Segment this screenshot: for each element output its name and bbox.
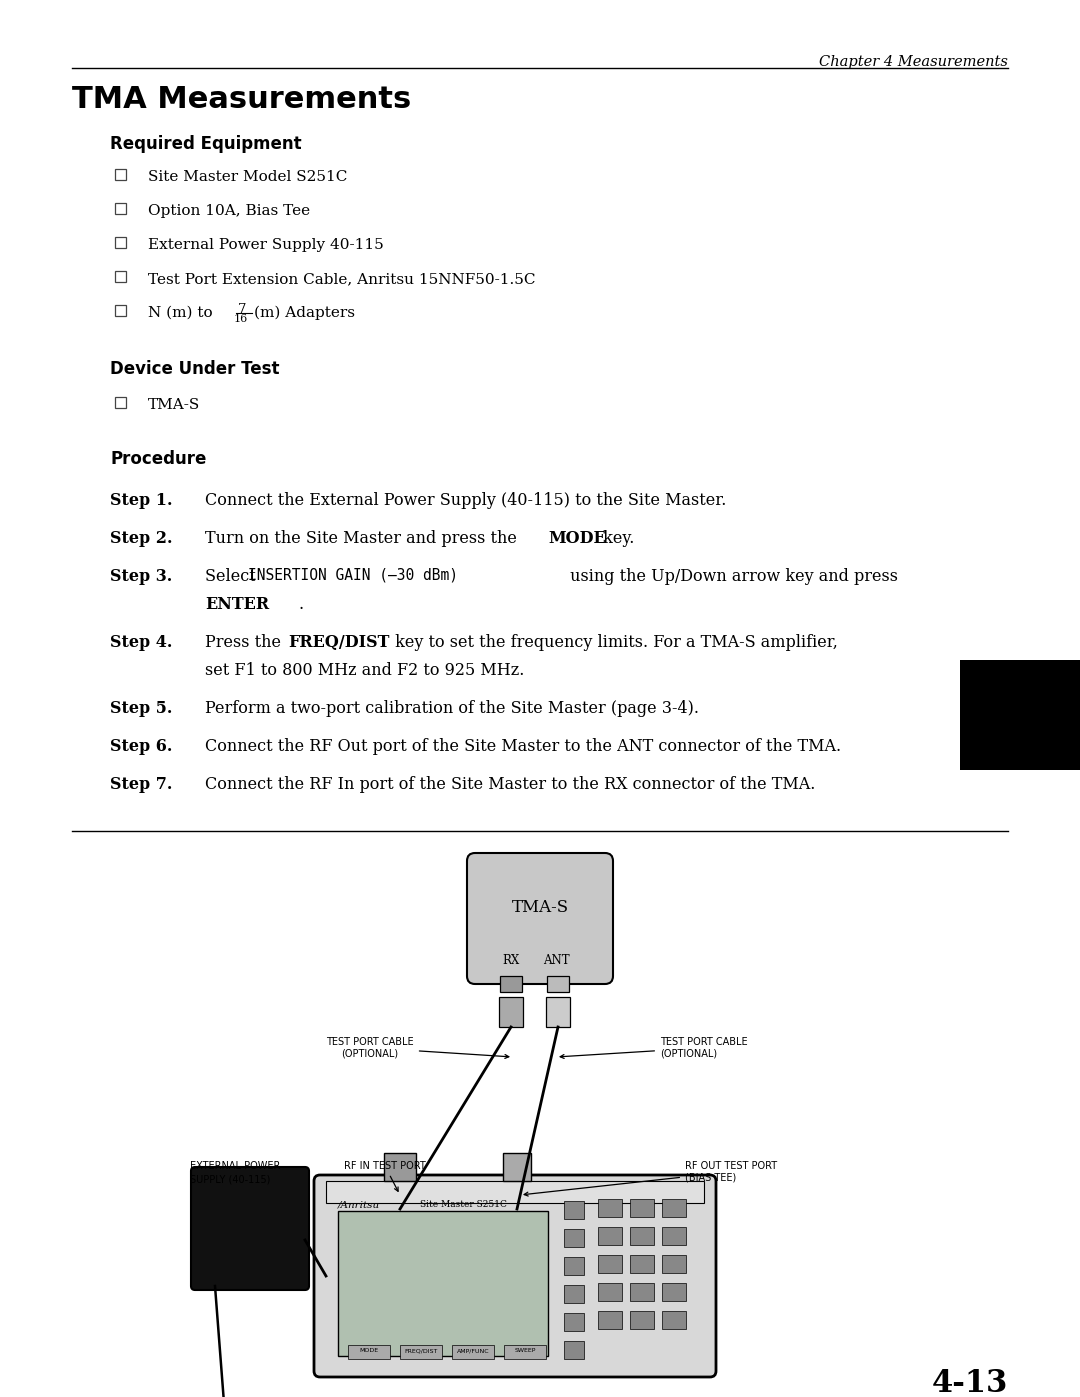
Bar: [500, 977, 522, 992]
Text: TMA-S: TMA-S: [512, 898, 568, 915]
Bar: [630, 1310, 654, 1329]
Text: Step 6.: Step 6.: [110, 738, 173, 754]
Bar: [662, 1227, 686, 1245]
Bar: [598, 1199, 622, 1217]
Text: Site Master Model S251C: Site Master Model S251C: [148, 170, 348, 184]
Text: Step 7.: Step 7.: [110, 775, 173, 793]
Bar: [662, 1199, 686, 1217]
FancyBboxPatch shape: [467, 854, 613, 983]
Text: 7: 7: [238, 303, 246, 316]
Text: FREQ/DIST: FREQ/DIST: [404, 1348, 437, 1354]
Bar: [598, 1255, 622, 1273]
Text: Required Equipment: Required Equipment: [110, 136, 301, 154]
Text: set F1 to 800 MHz and F2 to 925 MHz.: set F1 to 800 MHz and F2 to 925 MHz.: [205, 662, 525, 679]
Text: Step 1.: Step 1.: [110, 492, 173, 509]
Text: Test Port Extension Cable, Anritsu 15NNF50-1.5C: Test Port Extension Cable, Anritsu 15NNF…: [148, 272, 536, 286]
Bar: [960, 659, 1080, 770]
Text: EXTERNAL POWER
SUPPLY (40-115): EXTERNAL POWER SUPPLY (40-115): [190, 1161, 281, 1185]
FancyBboxPatch shape: [191, 1166, 309, 1289]
Text: .: .: [298, 597, 303, 613]
Text: Procedure: Procedure: [110, 450, 206, 468]
Text: RF IN TEST PORT: RF IN TEST PORT: [345, 1161, 426, 1192]
Bar: [499, 997, 523, 1027]
Text: 4-13: 4-13: [932, 1368, 1008, 1397]
Text: TEST PORT CABLE
(OPTIONAL): TEST PORT CABLE (OPTIONAL): [561, 1037, 747, 1059]
Text: RF OUT TEST PORT
(BIAS TEE): RF OUT TEST PORT (BIAS TEE): [524, 1161, 778, 1196]
Text: Device Under Test: Device Under Test: [110, 360, 280, 379]
Bar: [114, 203, 126, 214]
Bar: [326, 1180, 704, 1203]
Text: TMA-S: TMA-S: [148, 398, 200, 412]
Bar: [114, 271, 126, 282]
Bar: [453, 1345, 494, 1359]
Bar: [384, 1153, 416, 1180]
Text: MODE: MODE: [548, 529, 606, 548]
Text: Option 10A, Bias Tee: Option 10A, Bias Tee: [148, 204, 310, 218]
Bar: [348, 1345, 390, 1359]
Text: key to set the frequency limits. For a TMA-S amplifier,: key to set the frequency limits. For a T…: [390, 634, 838, 651]
Bar: [114, 237, 126, 249]
Text: AMP/FUNC: AMP/FUNC: [457, 1348, 489, 1354]
Bar: [400, 1345, 442, 1359]
Text: Turn on the Site Master and press the: Turn on the Site Master and press the: [205, 529, 522, 548]
Text: MODE: MODE: [360, 1348, 379, 1354]
Text: 16: 16: [234, 314, 248, 324]
Bar: [598, 1282, 622, 1301]
Text: Step 5.: Step 5.: [110, 700, 173, 717]
Bar: [564, 1313, 584, 1331]
Text: Select: Select: [205, 569, 261, 585]
Text: Site Master S251C: Site Master S251C: [420, 1200, 507, 1208]
Bar: [598, 1227, 622, 1245]
Text: N (m) to: N (m) to: [148, 306, 217, 320]
Bar: [546, 977, 569, 992]
Bar: [662, 1282, 686, 1301]
Text: /Anritsu: /Anritsu: [338, 1200, 380, 1208]
Text: TMA Measurements: TMA Measurements: [72, 85, 411, 115]
Bar: [504, 1345, 546, 1359]
Text: Step 2.: Step 2.: [110, 529, 173, 548]
Bar: [503, 1153, 531, 1180]
Text: INSERTION GAIN (–30 dBm): INSERTION GAIN (–30 dBm): [248, 569, 458, 583]
Text: Connect the RF In port of the Site Master to the RX connector of the TMA.: Connect the RF In port of the Site Maste…: [205, 775, 815, 793]
Bar: [630, 1199, 654, 1217]
Text: ENTER: ENTER: [205, 597, 269, 613]
Text: External Power Supply 40-115: External Power Supply 40-115: [148, 237, 383, 251]
Text: Connect the External Power Supply (40-115) to the Site Master.: Connect the External Power Supply (40-11…: [205, 492, 727, 509]
Text: FREQ/DIST: FREQ/DIST: [288, 634, 390, 651]
Text: using the Up/Down arrow key and press: using the Up/Down arrow key and press: [565, 569, 897, 585]
Text: key.: key.: [598, 529, 634, 548]
Text: Perform a two-port calibration of the Site Master (page 3-4).: Perform a two-port calibration of the Si…: [205, 700, 699, 717]
Bar: [630, 1227, 654, 1245]
Text: Connect the RF Out port of the Site Master to the ANT connector of the TMA.: Connect the RF Out port of the Site Mast…: [205, 738, 841, 754]
Bar: [630, 1255, 654, 1273]
Bar: [662, 1255, 686, 1273]
Bar: [630, 1282, 654, 1301]
Text: RX: RX: [502, 954, 519, 967]
Text: ANT: ANT: [542, 954, 569, 967]
Text: SWEEP: SWEEP: [514, 1348, 536, 1354]
FancyBboxPatch shape: [314, 1175, 716, 1377]
Bar: [114, 169, 126, 180]
Bar: [114, 397, 126, 408]
Text: Press the: Press the: [205, 634, 286, 651]
Bar: [564, 1257, 584, 1275]
Text: Chapter 4 Measurements: Chapter 4 Measurements: [819, 54, 1008, 68]
Bar: [598, 1310, 622, 1329]
Bar: [564, 1285, 584, 1303]
Text: TEST PORT CABLE
(OPTIONAL): TEST PORT CABLE (OPTIONAL): [326, 1037, 509, 1059]
Bar: [662, 1310, 686, 1329]
Bar: [338, 1211, 548, 1356]
Text: Step 4.: Step 4.: [110, 634, 173, 651]
Bar: [114, 305, 126, 316]
Text: (m) Adapters: (m) Adapters: [254, 306, 355, 320]
Bar: [546, 997, 570, 1027]
Bar: [564, 1341, 584, 1359]
Bar: [564, 1201, 584, 1220]
Bar: [564, 1229, 584, 1248]
Text: Step 3.: Step 3.: [110, 569, 172, 585]
